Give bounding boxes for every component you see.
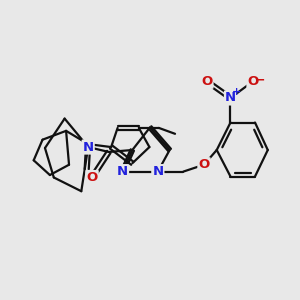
Text: O: O (86, 171, 98, 184)
Text: N: N (82, 141, 94, 154)
Text: O: O (248, 75, 259, 88)
Text: N: N (117, 165, 128, 178)
Text: +: + (232, 87, 242, 97)
Text: N: N (225, 92, 236, 104)
Text: −: − (255, 73, 266, 86)
Text: N: N (152, 165, 164, 178)
Text: O: O (201, 75, 213, 88)
Text: O: O (198, 158, 210, 171)
